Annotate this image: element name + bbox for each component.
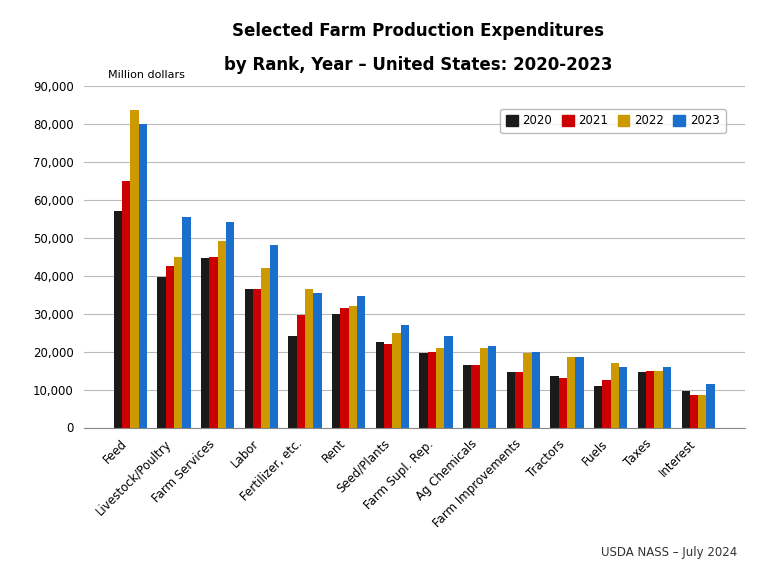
Bar	[114, 211, 122, 428]
Bar	[663, 367, 671, 428]
Bar	[201, 258, 209, 428]
Bar	[594, 386, 603, 428]
Bar	[288, 336, 296, 428]
Bar	[332, 314, 340, 428]
Bar	[270, 245, 278, 428]
Bar	[654, 370, 663, 428]
Bar	[166, 266, 174, 428]
Bar	[392, 332, 401, 428]
Bar	[646, 370, 654, 428]
Bar	[603, 380, 611, 428]
Bar	[122, 181, 130, 428]
Bar	[157, 278, 166, 428]
Bar	[130, 110, 138, 427]
Bar	[507, 372, 515, 428]
Bar	[559, 378, 567, 428]
Bar	[305, 289, 313, 428]
Legend: 2020, 2021, 2022, 2023: 2020, 2021, 2022, 2023	[500, 108, 726, 133]
Bar	[384, 344, 392, 428]
Text: USDA NASS – July 2024: USDA NASS – July 2024	[601, 545, 737, 559]
Bar	[480, 348, 488, 428]
Bar	[445, 336, 453, 428]
Text: by Rank, Year – United States: 2020-2023: by Rank, Year – United States: 2020-2023	[223, 56, 613, 74]
Bar	[682, 392, 690, 428]
Bar	[532, 352, 540, 428]
Bar	[349, 306, 357, 428]
Bar	[226, 222, 234, 428]
Bar	[340, 308, 349, 428]
Bar	[174, 256, 182, 428]
Text: Million dollars: Million dollars	[109, 70, 185, 80]
Bar	[488, 346, 496, 428]
Bar	[401, 325, 409, 428]
Bar	[611, 363, 619, 428]
Bar	[217, 241, 226, 428]
Bar	[261, 268, 270, 428]
Bar	[515, 372, 524, 428]
Bar	[420, 353, 428, 428]
Bar	[707, 384, 714, 428]
Bar	[463, 365, 471, 428]
Bar	[619, 367, 627, 428]
Bar	[550, 376, 559, 428]
Bar	[567, 357, 575, 428]
Bar	[698, 395, 707, 428]
Bar	[575, 357, 584, 428]
Bar	[524, 353, 532, 428]
Bar	[436, 348, 445, 428]
Bar	[690, 395, 698, 428]
Bar	[471, 365, 480, 428]
Bar	[313, 292, 321, 428]
Bar	[357, 296, 366, 428]
Bar	[138, 124, 147, 428]
Text: Selected Farm Production Expenditures: Selected Farm Production Expenditures	[232, 22, 604, 40]
Bar	[245, 289, 253, 428]
Bar	[638, 372, 646, 428]
Bar	[428, 352, 436, 428]
Bar	[253, 289, 261, 428]
Bar	[375, 342, 384, 428]
Bar	[209, 256, 217, 428]
Bar	[296, 315, 305, 428]
Bar	[182, 217, 191, 428]
